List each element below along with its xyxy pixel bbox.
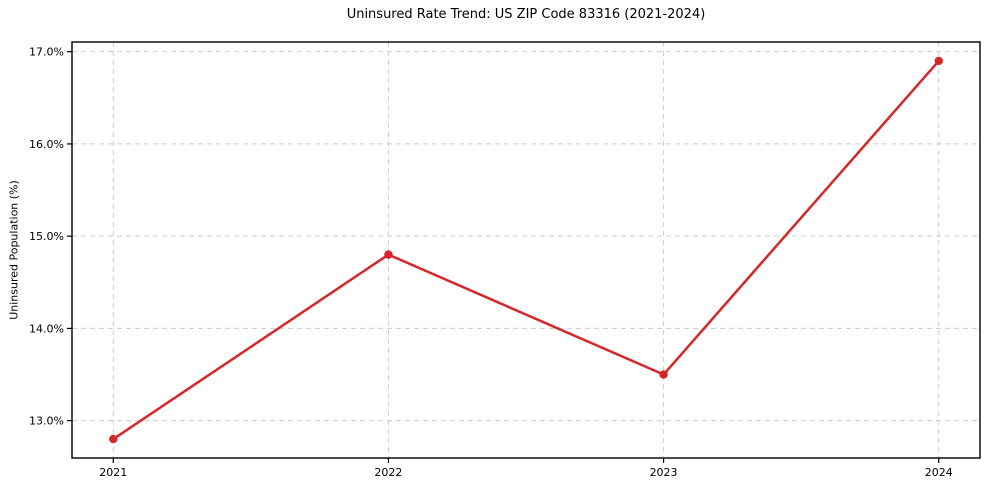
trend-line <box>112 59 940 441</box>
chart-title: Uninsured Rate Trend: US ZIP Code 83316 … <box>346 7 706 22</box>
data-point-marker <box>109 434 118 444</box>
x-tick-label: 2022 <box>374 466 402 479</box>
y-tick-label: 13.0% <box>29 415 64 428</box>
x-tick-label: 2021 <box>99 466 127 479</box>
x-tick-label: 2023 <box>650 466 678 479</box>
plot-border <box>71 41 981 459</box>
data-point-marker <box>384 250 393 259</box>
y-tick-label: 15.0% <box>29 230 64 243</box>
data-point-marker <box>934 56 943 66</box>
y-tick-label: 14.0% <box>29 322 64 335</box>
y-tick-label: 17.0% <box>29 46 64 59</box>
x-tick-label: 2024 <box>925 466 953 479</box>
data-point-marker <box>659 370 668 379</box>
y-tick-label: 16.0% <box>29 138 64 151</box>
